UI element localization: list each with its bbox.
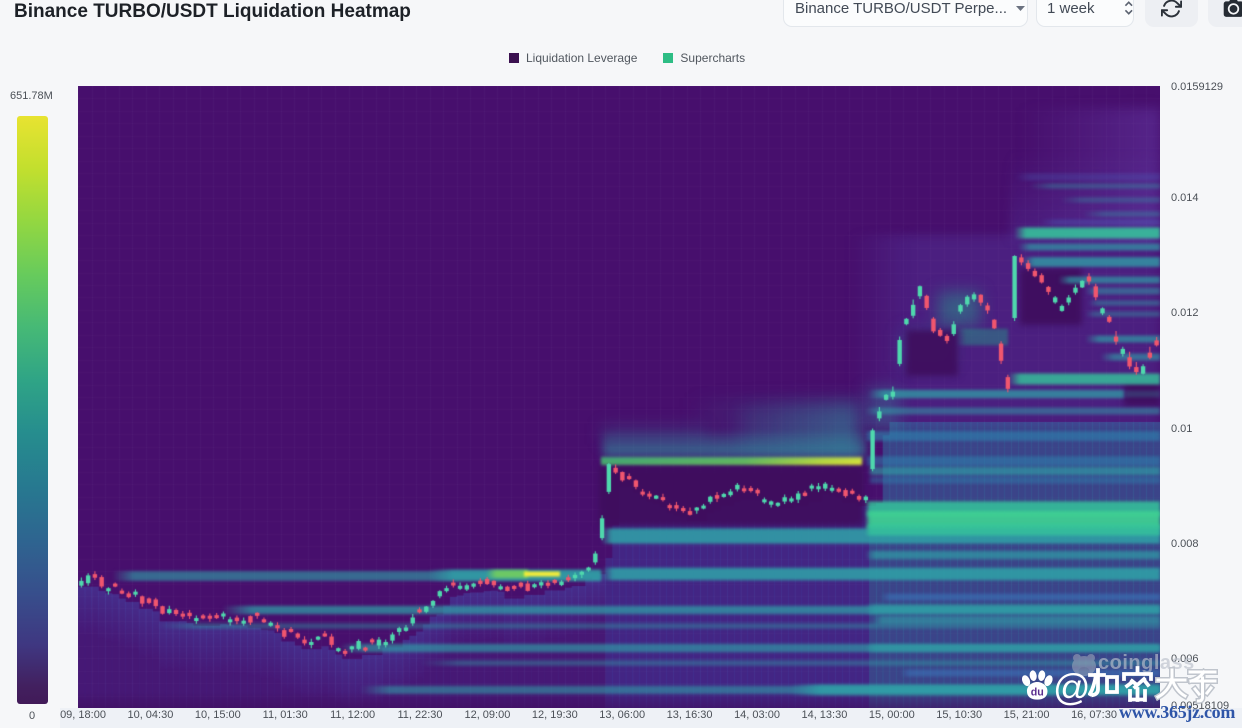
svg-text:du: du [1031,686,1044,698]
